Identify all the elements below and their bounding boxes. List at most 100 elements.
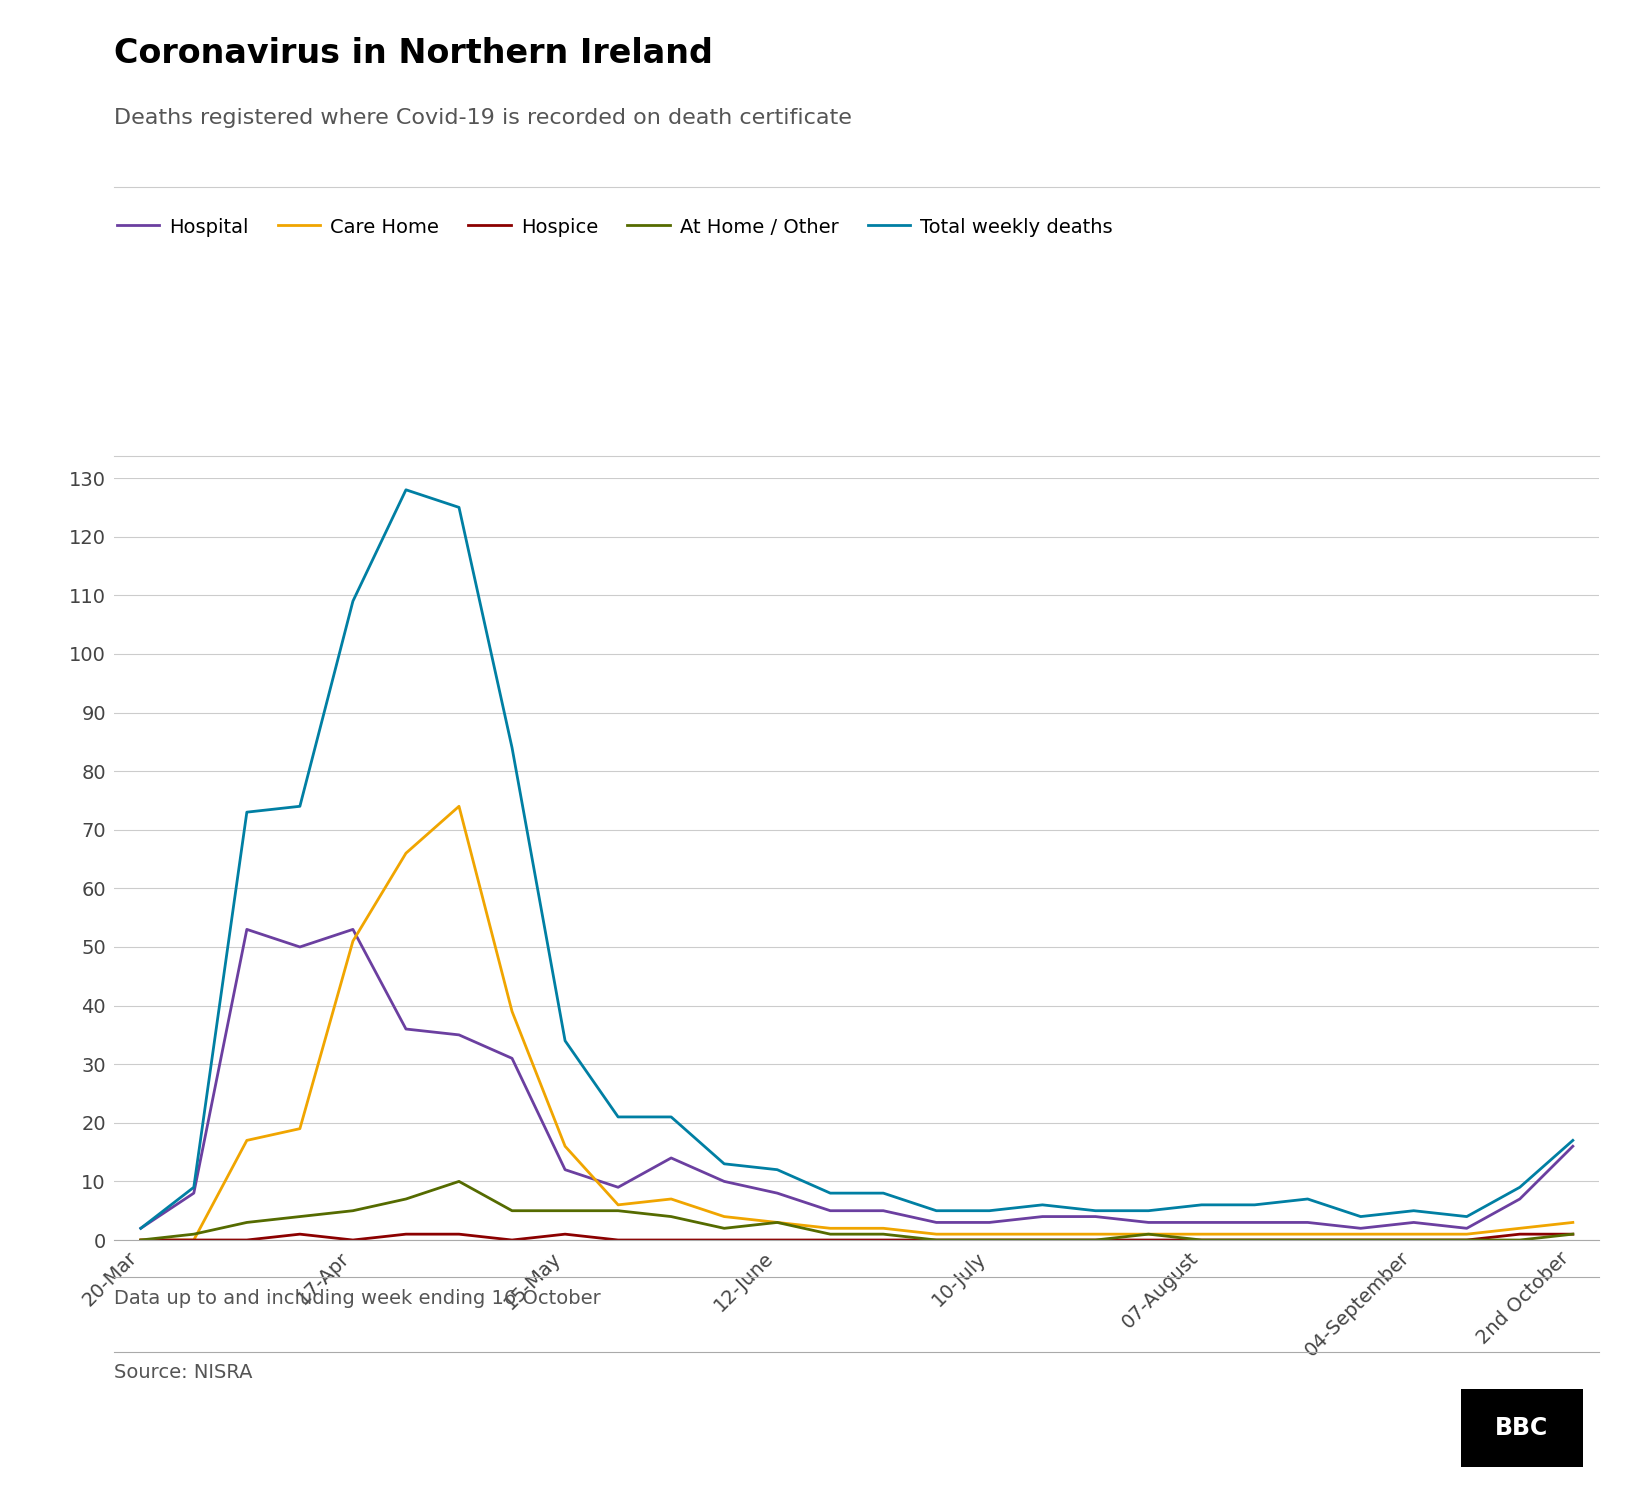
Total weekly deaths [609, 1109, 628, 1126]
Hospice [1457, 1231, 1477, 1249]
At Home / Other [1139, 1225, 1159, 1243]
Hospital [1563, 1137, 1583, 1155]
Care Home [449, 798, 468, 816]
At Home / Other [503, 1201, 522, 1219]
Hospital [343, 920, 362, 938]
Hospital [1191, 1213, 1211, 1231]
Hospice [343, 1231, 362, 1249]
Total weekly deaths [715, 1155, 734, 1173]
Hospital [1033, 1207, 1053, 1225]
Hospice [1351, 1231, 1371, 1249]
Hospital [184, 1185, 204, 1203]
Care Home [1033, 1225, 1053, 1243]
Care Home [927, 1225, 947, 1243]
Hospital [397, 1020, 416, 1038]
Hospice [1404, 1231, 1423, 1249]
Hospice [1297, 1231, 1317, 1249]
Total weekly deaths [661, 1109, 681, 1126]
Care Home [1191, 1225, 1211, 1243]
Care Home [555, 1137, 574, 1155]
Hospice [1245, 1231, 1265, 1249]
Line: Hospital: Hospital [140, 929, 1573, 1228]
At Home / Other [1563, 1225, 1583, 1243]
Hospital [873, 1201, 893, 1219]
Hospice [1033, 1231, 1053, 1249]
Care Home [661, 1191, 681, 1209]
Care Home [715, 1207, 734, 1225]
At Home / Other [290, 1207, 310, 1225]
Text: Data up to and including week ending 16 October: Data up to and including week ending 16 … [114, 1289, 601, 1309]
Hospital [767, 1185, 787, 1203]
Total weekly deaths [1085, 1201, 1105, 1219]
Hospital [1404, 1213, 1423, 1231]
At Home / Other [609, 1201, 628, 1219]
Total weekly deaths [449, 499, 468, 517]
At Home / Other [343, 1201, 362, 1219]
Total weekly deaths [927, 1201, 947, 1219]
At Home / Other [1033, 1231, 1053, 1249]
Text: Coronavirus in Northern Ireland: Coronavirus in Northern Ireland [114, 37, 713, 70]
Line: Total weekly deaths: Total weekly deaths [140, 490, 1573, 1228]
Care Home [609, 1195, 628, 1213]
Total weekly deaths [1297, 1191, 1317, 1209]
Hospice [927, 1231, 947, 1249]
At Home / Other [821, 1225, 840, 1243]
Total weekly deaths [1139, 1201, 1159, 1219]
Hospice [237, 1231, 256, 1249]
Total weekly deaths [767, 1161, 787, 1179]
Hospital [1245, 1213, 1265, 1231]
At Home / Other [1510, 1231, 1529, 1249]
Hospice [1563, 1225, 1583, 1243]
Hospice [661, 1231, 681, 1249]
Care Home [767, 1213, 787, 1231]
Hospice [555, 1225, 574, 1243]
Hospital [1297, 1213, 1317, 1231]
Hospital [715, 1173, 734, 1191]
At Home / Other [873, 1225, 893, 1243]
Line: Care Home: Care Home [140, 807, 1573, 1240]
Hospital [609, 1179, 628, 1197]
Care Home [503, 1002, 522, 1020]
Total weekly deaths [1457, 1207, 1477, 1225]
Care Home [131, 1231, 150, 1249]
Total weekly deaths [397, 481, 416, 499]
Legend: Hospital, Care Home, Hospice, At Home / Other, Total weekly deaths: Hospital, Care Home, Hospice, At Home / … [116, 217, 1113, 236]
At Home / Other [1297, 1231, 1317, 1249]
Hospital [290, 938, 310, 956]
At Home / Other [1191, 1231, 1211, 1249]
Hospice [1510, 1225, 1529, 1243]
Care Home [1139, 1225, 1159, 1243]
Total weekly deaths [821, 1185, 840, 1203]
Total weekly deaths [1351, 1207, 1371, 1225]
Hospital [1351, 1219, 1371, 1237]
Care Home [397, 844, 416, 862]
Total weekly deaths [873, 1185, 893, 1203]
Care Home [184, 1231, 204, 1249]
At Home / Other [1245, 1231, 1265, 1249]
At Home / Other [927, 1231, 947, 1249]
Total weekly deaths [1404, 1201, 1423, 1219]
Care Home [873, 1219, 893, 1237]
At Home / Other [1404, 1231, 1423, 1249]
Hospice [873, 1231, 893, 1249]
Hospice [131, 1231, 150, 1249]
Total weekly deaths [290, 798, 310, 816]
Care Home [343, 932, 362, 950]
Hospice [1139, 1231, 1159, 1249]
Hospital [131, 1219, 150, 1237]
Hospital [237, 920, 256, 938]
Total weekly deaths [1563, 1131, 1583, 1149]
At Home / Other [397, 1191, 416, 1209]
Total weekly deaths [503, 738, 522, 756]
Hospital [1457, 1219, 1477, 1237]
Hospice [397, 1225, 416, 1243]
At Home / Other [449, 1173, 468, 1191]
Total weekly deaths [343, 592, 362, 610]
Total weekly deaths [184, 1179, 204, 1197]
Care Home [1085, 1225, 1105, 1243]
At Home / Other [715, 1219, 734, 1237]
At Home / Other [555, 1201, 574, 1219]
Total weekly deaths [131, 1219, 150, 1237]
Text: Source: NISRA: Source: NISRA [114, 1363, 253, 1382]
Care Home [1510, 1219, 1529, 1237]
